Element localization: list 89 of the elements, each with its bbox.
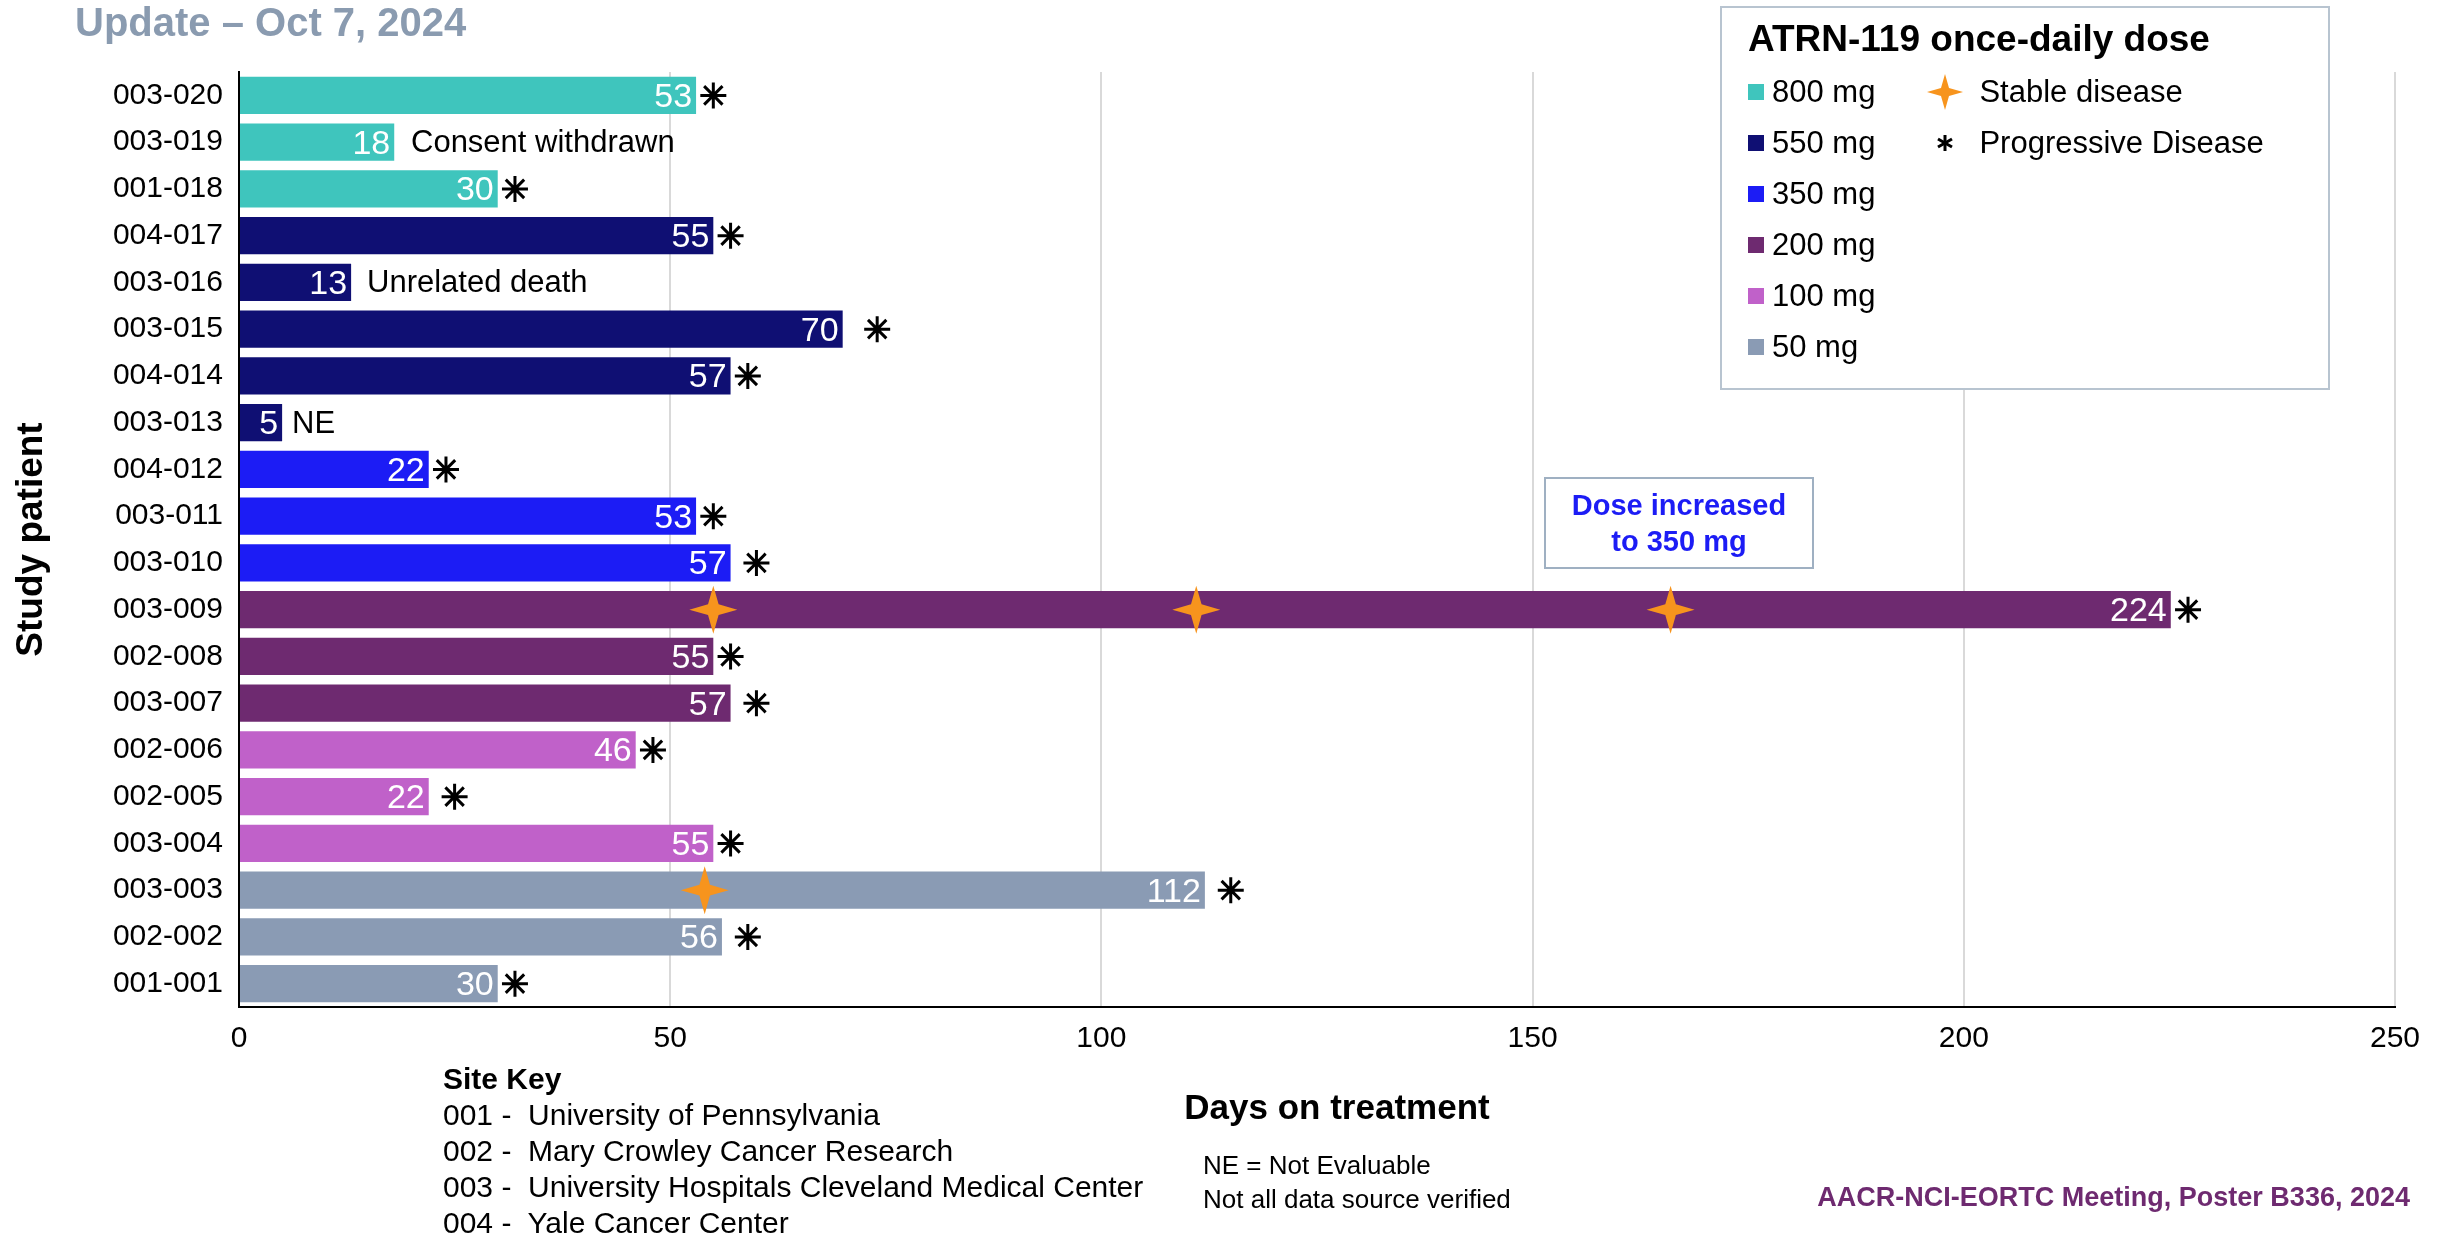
y-tick-label: 003-010 xyxy=(112,544,223,578)
x-tick-label: 100 xyxy=(1076,1020,1127,1054)
legend-label: 800 mg xyxy=(1772,73,1876,110)
bar xyxy=(240,170,498,208)
y-tick-label: 003-019 xyxy=(112,123,223,157)
annotation: Dose increased to 350 mg xyxy=(1544,477,1814,569)
bar xyxy=(240,310,843,348)
bar xyxy=(240,777,429,816)
data-label: 22 xyxy=(386,449,425,488)
y-tick-label: 002-005 xyxy=(112,777,223,811)
bar xyxy=(240,731,636,769)
text: Not all data source verified xyxy=(1203,1184,1511,1215)
data-label: 30 xyxy=(455,169,494,208)
text: 004 - Yale Cancer Center xyxy=(443,1206,789,1240)
data-label: 30 xyxy=(455,964,494,1002)
annotation: Consent withdrawn xyxy=(411,124,675,160)
bar xyxy=(240,871,1205,909)
bar xyxy=(240,123,395,161)
annotation: Unrelated death xyxy=(367,264,588,300)
text: NE = Not Evaluable xyxy=(1203,1150,1431,1181)
x-tick-label: 0 xyxy=(230,1020,248,1054)
y-tick-label: 001-001 xyxy=(112,964,223,998)
y-tick-label: 004-017 xyxy=(112,216,223,250)
legend-label: 50 mg xyxy=(1772,328,1859,365)
data-label: 46 xyxy=(593,730,632,769)
bar xyxy=(240,918,722,956)
y-tick-label: 004-012 xyxy=(112,450,223,484)
bar xyxy=(240,544,731,582)
y-tick-label: 002-008 xyxy=(112,637,223,671)
y-tick-label: 003-015 xyxy=(112,310,223,344)
bar xyxy=(240,216,714,255)
legend-label: 200 mg xyxy=(1772,226,1876,263)
text: Site Key xyxy=(443,1062,562,1096)
y-tick-label: 003-016 xyxy=(112,263,223,297)
data-label: 56 xyxy=(680,917,718,956)
chart-title: Update – Oct 7, 2024 xyxy=(75,0,468,44)
legend-title: ATRN-119 once-daily dose xyxy=(1748,18,2211,60)
y-tick-label: 003-009 xyxy=(112,590,223,624)
y-tick-label: 003-020 xyxy=(112,76,223,110)
legend-label: 550 mg xyxy=(1772,124,1876,161)
x-axis-title: Days on treatment xyxy=(1184,1086,1491,1126)
data-label: 55 xyxy=(671,216,710,254)
y-tick-label: 004-014 xyxy=(112,357,223,391)
bar xyxy=(240,684,731,722)
y-tick-label: 003-011 xyxy=(115,497,223,531)
data-label: 112 xyxy=(1146,870,1201,909)
y-tick-label: 003-007 xyxy=(112,684,223,718)
y-tick-label: 003-013 xyxy=(112,403,223,437)
y-tick-label: 001-018 xyxy=(112,170,223,204)
data-label: 57 xyxy=(688,356,727,395)
x-tick-label: 250 xyxy=(2369,1020,2421,1054)
y-axis-title: Study patient xyxy=(9,422,51,657)
legend-label: Stable disease xyxy=(1979,73,2183,110)
text: AACR-NCI-EORTC Meeting, Poster B336, 2024 xyxy=(1817,1182,2410,1213)
data-label: 22 xyxy=(386,777,425,815)
text: 003 - University Hospitals Cleveland Medical Center xyxy=(443,1170,1144,1204)
data-label: 224 xyxy=(2110,590,2167,628)
bar xyxy=(240,76,697,115)
bar xyxy=(240,590,2171,629)
legend-label: 350 mg xyxy=(1772,175,1876,212)
bar xyxy=(240,450,429,489)
y-tick-label: 002-002 xyxy=(112,918,223,952)
data-label: 13 xyxy=(309,262,348,301)
bar xyxy=(240,497,697,535)
data-label: 55 xyxy=(671,636,710,675)
data-label: 55 xyxy=(671,823,710,862)
y-tick-label: 003-004 xyxy=(112,824,223,858)
data-label: 5 xyxy=(259,403,279,441)
text: 001 - University of Pennsylvania xyxy=(443,1098,880,1132)
annotation: NE xyxy=(292,405,336,441)
data-label: 57 xyxy=(688,543,727,582)
data-label: 57 xyxy=(688,683,727,722)
y-tick-label: 002-006 xyxy=(112,731,223,765)
bar xyxy=(240,263,352,302)
x-tick-label: 200 xyxy=(1938,1020,1989,1054)
y-tick-label: 003-003 xyxy=(112,871,223,905)
legend-label: 100 mg xyxy=(1772,277,1876,314)
data-label: 53 xyxy=(654,75,693,114)
bar xyxy=(240,824,714,863)
data-label: 18 xyxy=(352,122,391,161)
bar xyxy=(240,964,498,1003)
text: 002 - Mary Crowley Cancer Research xyxy=(443,1134,954,1168)
data-label: 53 xyxy=(654,496,693,535)
bar xyxy=(240,637,714,676)
bar xyxy=(240,357,731,395)
legend-label: Progressive Disease xyxy=(1979,124,2264,161)
x-tick-label: 50 xyxy=(653,1020,687,1054)
x-tick-label: 150 xyxy=(1507,1020,1558,1054)
data-label: 70 xyxy=(800,309,839,348)
